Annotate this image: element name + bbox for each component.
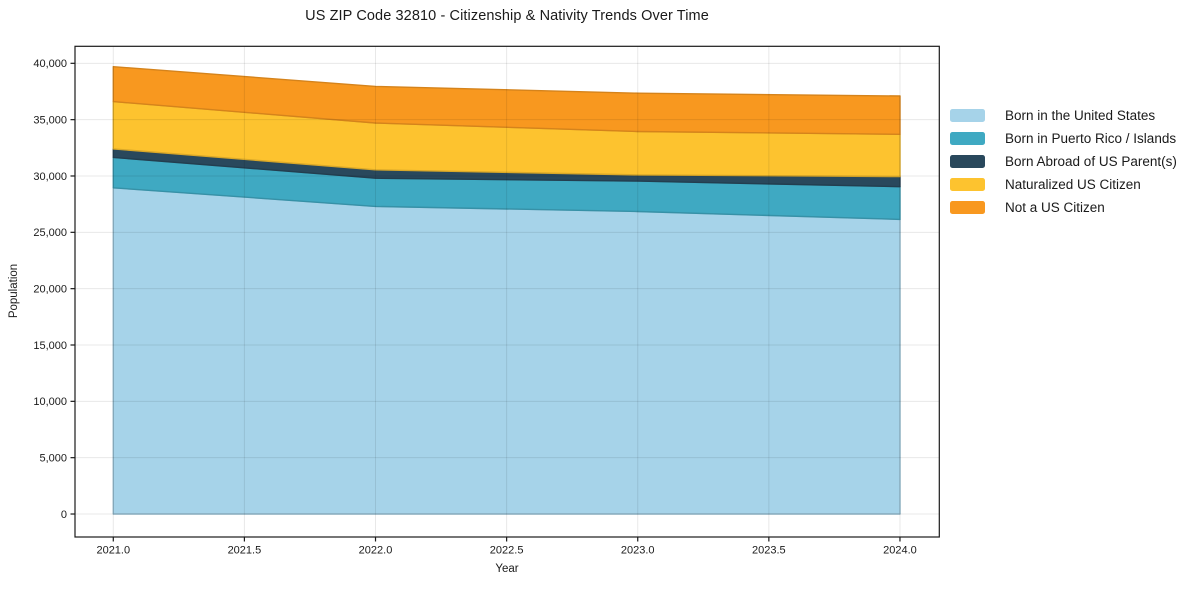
- y-tick-label: 35,000: [33, 114, 67, 126]
- x-tick-label: 2021.0: [96, 545, 130, 557]
- legend-swatch: [950, 201, 985, 214]
- legend-label: Naturalized US Citizen: [1005, 176, 1141, 192]
- x-tick-label: 2023.5: [752, 545, 786, 557]
- legend-item-1: Born in Puerto Rico / Islands: [950, 127, 1177, 150]
- y-tick-label: 25,000: [33, 227, 67, 239]
- chart-title: US ZIP Code 32810 - Citizenship & Nativi…: [305, 8, 709, 24]
- legend-swatch: [950, 132, 985, 145]
- y-tick-label: 5,000: [39, 452, 67, 464]
- legend-label: Born in the United States: [1005, 107, 1156, 123]
- y-tick-label: 40,000: [33, 58, 67, 70]
- legend-swatch: [950, 109, 985, 122]
- x-tick-label: 2023.0: [621, 545, 655, 557]
- y-tick-label: 0: [61, 509, 67, 521]
- legend-item-3: Naturalized US Citizen: [950, 173, 1177, 196]
- legend-item-4: Not a US Citizen: [950, 196, 1177, 219]
- y-axis-title: Population: [8, 263, 20, 319]
- y-tick-label: 30,000: [33, 171, 67, 183]
- legend-label: Born in Puerto Rico / Islands: [1005, 130, 1177, 146]
- legend-item-2: Born Abroad of US Parent(s): [950, 150, 1177, 173]
- x-tick-label: 2021.5: [228, 545, 262, 557]
- y-tick-label: 20,000: [33, 283, 67, 295]
- legend-label: Born Abroad of US Parent(s): [1005, 153, 1177, 169]
- y-tick-label: 15,000: [33, 340, 67, 352]
- y-tick-label: 10,000: [33, 396, 67, 408]
- x-tick-label: 2022.0: [359, 545, 393, 557]
- legend-label: Not a US Citizen: [1005, 199, 1105, 215]
- chart-legend: Born in the United States Born in Puerto …: [950, 104, 1177, 219]
- x-tick-label: 2024.0: [883, 545, 917, 557]
- legend-item-0: Born in the United States: [950, 104, 1177, 127]
- area-series-4: [112, 66, 901, 135]
- x-tick-label: 2022.5: [490, 545, 524, 557]
- legend-swatch: [950, 155, 985, 168]
- x-axis-title: Year: [495, 563, 519, 575]
- legend-swatch: [950, 178, 985, 191]
